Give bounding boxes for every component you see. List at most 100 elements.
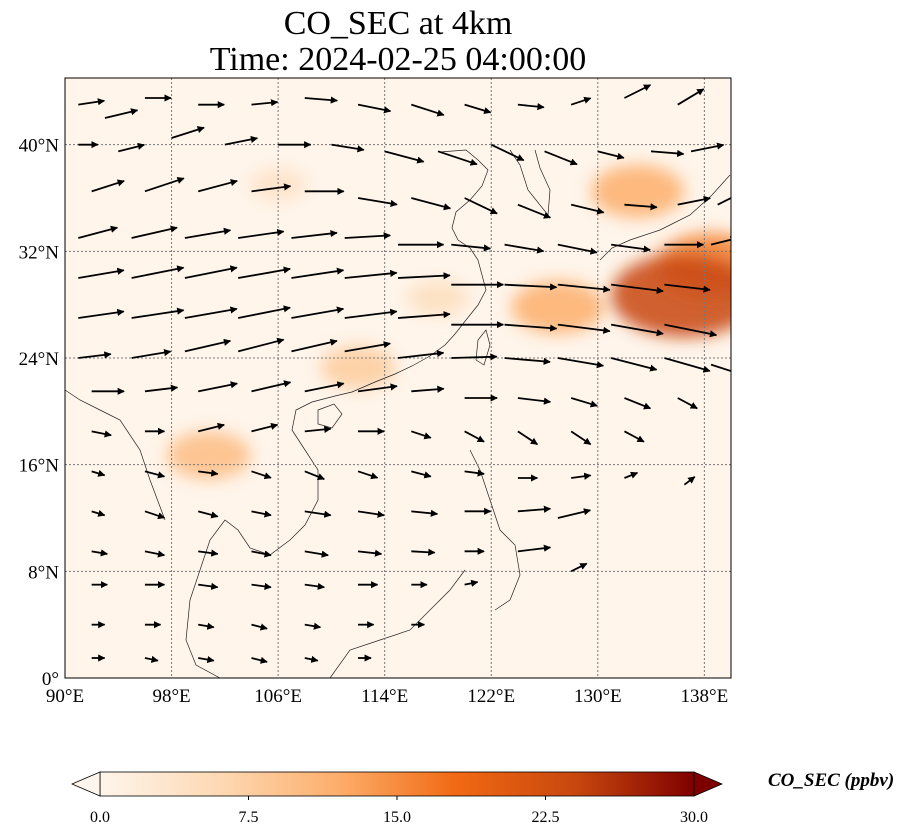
wind-arrow — [78, 267, 125, 279]
wind-arrow — [78, 98, 106, 106]
wind-arrow — [570, 203, 605, 215]
wind-arrow — [304, 582, 325, 590]
wind-arrow — [651, 149, 685, 158]
wind-arrow — [710, 236, 731, 246]
wind-arrow — [198, 582, 219, 590]
wind-arrow — [357, 470, 379, 480]
wind-arrow — [570, 96, 592, 106]
wind-arrow — [197, 510, 219, 519]
colorbar-tick-label: 7.5 — [239, 809, 259, 826]
wind-arrow — [251, 99, 279, 107]
wind-arrow — [490, 143, 525, 162]
map-subtitle: Time: 2024-02-25 04:00:00 — [209, 41, 587, 78]
wind-arrow — [131, 307, 185, 319]
wind-arrow — [557, 357, 605, 369]
lon-tick-label: 138°E — [681, 686, 729, 707]
wind-arrow — [677, 397, 698, 410]
wind-arrow — [397, 310, 451, 319]
colorbar-max-extend — [693, 771, 724, 797]
wind-arrow — [251, 183, 292, 193]
wind-arrow — [184, 338, 232, 353]
wind-arrow — [557, 508, 592, 519]
wind-arrow — [197, 422, 225, 433]
wind-arrow — [397, 349, 445, 359]
co-plume — [320, 345, 396, 389]
wind-arrow — [504, 283, 558, 291]
colorbar-tick-label: 15.0 — [383, 809, 411, 826]
wind-arrow — [517, 203, 552, 219]
bay-of-bengal — [65, 389, 166, 521]
lat-tick-label: 8°N — [28, 562, 59, 583]
wind-arrow — [91, 179, 125, 193]
wind-arrow — [91, 509, 106, 517]
wind-arrow — [238, 228, 285, 239]
wind-arrow — [291, 306, 345, 319]
wind-arrow — [304, 381, 345, 393]
wind-arrow — [411, 548, 436, 556]
wind-arrow — [251, 422, 279, 433]
wind-arrow — [464, 579, 479, 587]
wind-arrow — [251, 656, 268, 664]
wind-arrow — [237, 305, 291, 319]
wind-arrow — [597, 150, 625, 160]
wind-arrow — [131, 225, 178, 239]
wind-arrow — [304, 510, 332, 518]
lon-tick-label: 106°E — [254, 686, 302, 707]
wind-arrow — [610, 323, 664, 337]
wind-arrow — [344, 269, 398, 279]
wind-arrow — [397, 272, 451, 280]
co-plume — [511, 280, 605, 334]
lon-tick-label: 122°E — [467, 686, 515, 707]
colorbar-gradient — [99, 771, 695, 797]
wind-arrow — [198, 549, 219, 557]
wind-arrow — [570, 397, 598, 408]
wind-arrow — [144, 384, 179, 393]
wind-arrow — [224, 135, 259, 146]
wind-arrow — [251, 582, 272, 590]
wind-arrow — [198, 381, 238, 393]
wind-arrow — [344, 341, 391, 353]
lon-tick-label: 114°E — [361, 686, 408, 707]
wind-arrow — [184, 306, 238, 319]
wind-arrow — [238, 266, 291, 279]
co-plume — [611, 253, 731, 338]
wind-arrow — [237, 337, 285, 353]
wind-arrow — [331, 143, 365, 153]
wind-arrow — [517, 397, 552, 405]
wind-arrow — [197, 179, 238, 193]
wind-arrow — [78, 308, 125, 319]
wind-arrow — [251, 470, 272, 480]
wind-arrow — [344, 232, 391, 240]
wind-arrow — [251, 550, 272, 558]
wind-arrow — [504, 243, 545, 254]
colorbar-title: CO_SEC (ppbv) — [768, 770, 895, 791]
wind-arrow — [78, 225, 119, 239]
wind-arrow — [131, 349, 172, 359]
wind-arrow — [624, 471, 639, 479]
wind-arrow — [344, 308, 398, 319]
hainan — [317, 403, 343, 429]
lon-tick-label: 90°E — [46, 686, 84, 707]
wind-arrow — [304, 96, 338, 104]
wind-arrow — [677, 88, 705, 106]
china-coast — [334, 247, 487, 397]
wind-arrow — [411, 385, 445, 393]
wind-arrow — [304, 622, 322, 630]
colorbar-tick-label: 22.5 — [532, 809, 560, 826]
wind-arrow — [291, 338, 338, 353]
wind-arrow — [517, 430, 538, 446]
colorbar-tick-label: 30.0 — [680, 809, 708, 826]
wind-vectors — [78, 84, 731, 664]
wind-arrow — [411, 430, 432, 440]
lat-tick-label: 40°N — [19, 136, 60, 157]
wind-arrow — [198, 655, 215, 664]
wind-arrow — [144, 510, 166, 520]
wind-arrow — [710, 363, 731, 373]
wind-arrow — [664, 323, 718, 338]
wind-arrow — [611, 243, 651, 253]
wind-arrow — [291, 229, 338, 239]
wind-arrow — [304, 655, 319, 663]
wind-arrow — [304, 550, 329, 558]
wind-arrow — [557, 283, 611, 293]
